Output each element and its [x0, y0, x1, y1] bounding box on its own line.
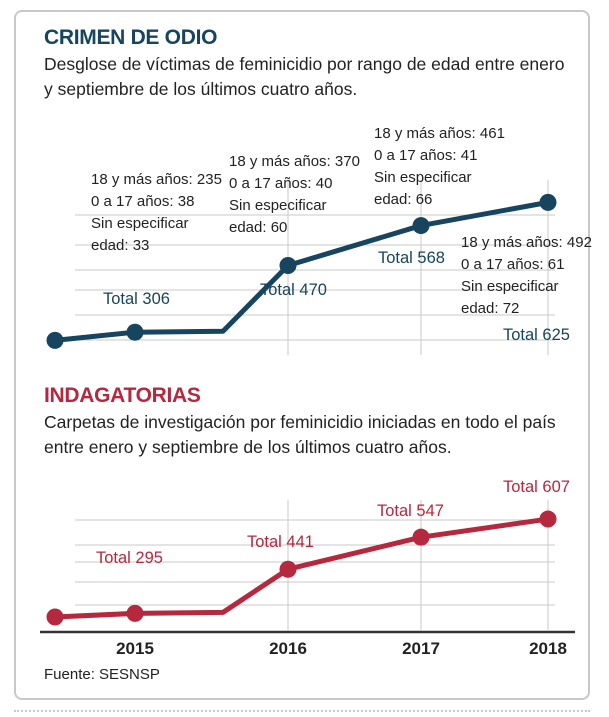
chart-frame — [14, 10, 590, 700]
indagatorias-point-4 — [539, 510, 557, 528]
source-note: Fuente: SESNSP — [44, 666, 160, 683]
crimen-total-label-2016: Total 470 — [260, 281, 327, 299]
x-tick-label-2016: 2016 — [269, 639, 307, 658]
x-tick-label-2018: 2018 — [529, 639, 567, 658]
breakdown-2017-line-3: edad: 66 — [374, 191, 432, 208]
chart-subtitle-crimen: Desglose de víctimas de feminicidio por … — [44, 54, 565, 99]
breakdown-2018-line-0: 18 y más años: 492 — [461, 234, 592, 251]
crimen-total-label-2018: Total 625 — [503, 326, 570, 344]
breakdown-2017-line-1: 0 a 17 años: 41 — [374, 147, 477, 164]
breakdown-2018-line-1: 0 a 17 años: 61 — [461, 256, 564, 273]
breakdown-2017-line-2: Sin especificar — [374, 169, 472, 186]
breakdown-2016-line-2: Sin especificar — [229, 197, 327, 214]
indagatorias-point-0 — [46, 608, 64, 626]
breakdown-2015-line-0: 18 y más años: 235 — [91, 171, 222, 188]
crimen-point-4 — [539, 193, 557, 211]
indagatorias-series-line — [54, 516, 549, 620]
breakdown-2017-line-0: 18 y más años: 461 — [374, 125, 505, 142]
crimen-point-0 — [46, 331, 64, 349]
crimen-total-label-2017: Total 568 — [378, 249, 445, 267]
breakdown-2016-line-0: 18 y más años: 370 — [229, 153, 360, 170]
indagatorias-total-label-2016: Total 441 — [247, 533, 314, 551]
indagatorias-point-3 — [412, 528, 430, 546]
x-tick-label-2015: 2015 — [116, 639, 154, 658]
breakdown-2015-line-3: edad: 33 — [91, 237, 149, 254]
breakdown-2015-line-2: Sin especificar — [91, 215, 189, 232]
chart-title-crimen: CRIMEN DE ODIO — [44, 26, 218, 49]
chart-title-indagatorias: INDAGATORIAS — [44, 384, 201, 407]
breakdown-2016-line-1: 0 a 17 años: 40 — [229, 175, 332, 192]
indagatorias-total-label-2017: Total 547 — [377, 502, 444, 520]
x-tick-label-2017: 2017 — [402, 639, 440, 658]
crimen-total-label-2015: Total 306 — [103, 290, 170, 308]
indagatorias-total-label-2015: Total 295 — [96, 549, 163, 567]
breakdown-2018-line-2: Sin especificar — [461, 278, 559, 295]
crimen-point-1 — [126, 323, 144, 341]
crimen-series-line — [54, 199, 549, 343]
chart-subtitle-indagatorias: Carpetas de investigación por feminicidi… — [44, 412, 556, 457]
crimen-point-2 — [279, 256, 297, 274]
breakdown-2015-line-1: 0 a 17 años: 38 — [91, 193, 194, 210]
breakdown-2016-line-3: edad: 60 — [229, 219, 287, 236]
indagatorias-point-1 — [126, 604, 144, 622]
crimen-point-3 — [412, 217, 430, 235]
breakdown-2018-line-3: edad: 72 — [461, 300, 519, 317]
indagatorias-total-label-2018: Total 607 — [503, 478, 570, 496]
dotted-divider — [14, 710, 590, 712]
indagatorias-point-2 — [279, 560, 297, 578]
